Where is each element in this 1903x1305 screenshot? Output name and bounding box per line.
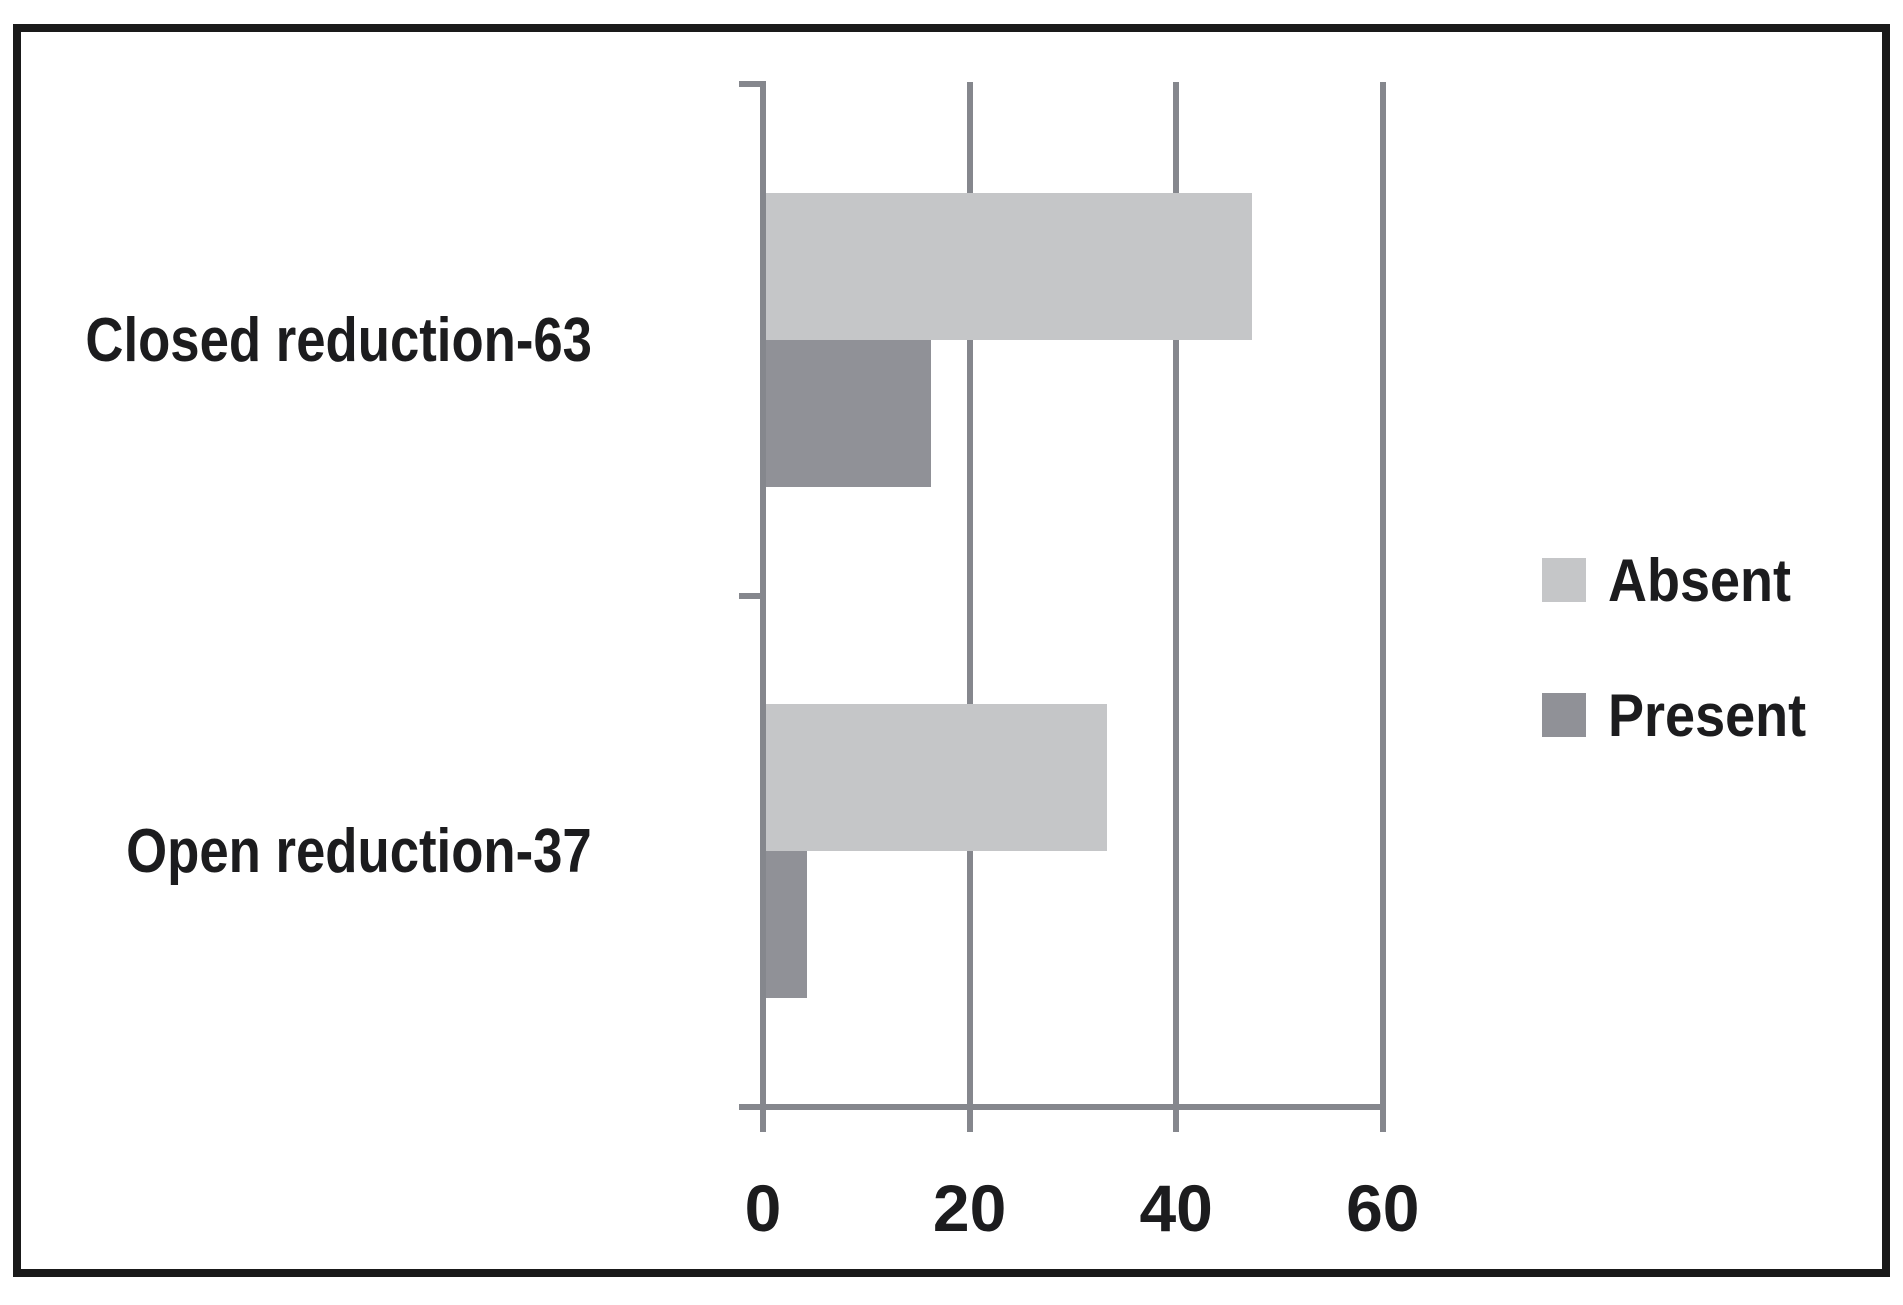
category-label-text: Closed reduction-63 (85, 305, 592, 375)
legend-label-absent: Absent (1608, 546, 1792, 614)
y-axis-tick-0 (739, 81, 766, 87)
bar-present-open-reduction-37 (766, 851, 807, 998)
legend-item-present: Present (1542, 682, 1828, 749)
bar-present-closed-reduction-63 (766, 340, 931, 487)
bar-absent-closed-reduction-63 (766, 193, 1252, 340)
x-axis-line (739, 1104, 1386, 1110)
legend-swatch-absent (1542, 558, 1586, 602)
x-tick-label-40: 40 (1139, 1171, 1213, 1245)
legend-label-present: Present (1608, 681, 1807, 749)
gridline-60 (1379, 82, 1386, 1132)
bar-absent-open-reduction-37 (766, 704, 1107, 851)
category-label-text: Open reduction-37 (126, 816, 592, 886)
x-tick-label-20: 20 (932, 1171, 1007, 1245)
y-axis-tick-1 (739, 593, 766, 599)
gridline-20 (966, 82, 973, 1132)
category-label-open-reduction-37: Open reduction-37 (22, 806, 592, 896)
x-tick-label-0: 0 (744, 1171, 782, 1245)
gridline-40 (1173, 82, 1180, 1132)
gridline-0 (760, 82, 766, 1132)
legend-item-absent: Absent (1542, 547, 1811, 614)
x-tick-label-60: 60 (1346, 1171, 1420, 1245)
category-label-closed-reduction-63: Closed reduction-63 (22, 295, 592, 385)
legend-swatch-present (1542, 693, 1586, 737)
